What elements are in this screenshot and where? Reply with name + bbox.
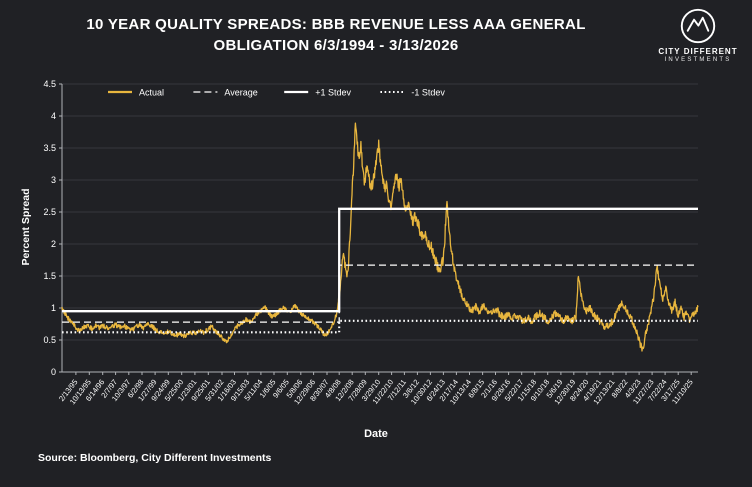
series--1-stdev bbox=[62, 207, 698, 313]
legend-label: +1 Stdev bbox=[315, 88, 351, 98]
brand-name: CITY DIFFERENT bbox=[658, 47, 738, 56]
chart-title-line2: OBLIGATION 6/3/1994 - 3/13/2026 bbox=[213, 37, 459, 54]
spread-chart: 0 0.5 1 1.5 2 2.5 3 3.5 4 4.5 2/13/9510/13/956/14/… bbox=[43, 79, 699, 406]
brand-subname: INVESTMENTS bbox=[664, 57, 732, 63]
series-actual bbox=[61, 122, 699, 352]
svg-text:0: 0 bbox=[51, 367, 56, 377]
svg-text:2: 2 bbox=[51, 239, 56, 249]
series--1-stdev bbox=[62, 319, 698, 334]
legend-label: Average bbox=[224, 88, 257, 98]
svg-text:0.5: 0.5 bbox=[43, 335, 56, 345]
source-note: Source: Bloomberg, City Different Invest… bbox=[38, 452, 272, 464]
gridlines bbox=[62, 83, 698, 341]
y-axis-labels: 0 0.5 1 1.5 2 2.5 3 3.5 4 4.5 bbox=[43, 79, 62, 377]
svg-text:3.5: 3.5 bbox=[43, 143, 56, 153]
legend-label: Actual bbox=[139, 88, 164, 98]
svg-text:4.5: 4.5 bbox=[43, 79, 56, 89]
chart-title: 10 YEAR QUALITY SPREADS: BBB REVENUE LES… bbox=[56, 14, 616, 56]
brand-logo: CITY DIFFERENT INVESTMENTS bbox=[650, 7, 746, 63]
svg-text:1.5: 1.5 bbox=[43, 271, 56, 281]
series-average bbox=[62, 264, 698, 323]
x-axis-title: Date bbox=[364, 428, 388, 440]
legend-label: -1 Stdev bbox=[411, 88, 445, 98]
legend: Actual Average +1 Stdev -1 Stdev bbox=[108, 88, 445, 98]
svg-text:4: 4 bbox=[51, 111, 56, 121]
svg-text:3: 3 bbox=[51, 175, 56, 185]
x-axis-labels: 2/13/9510/13/956/14/962/7/9710/3/976/2/9… bbox=[57, 372, 695, 406]
svg-text:2.5: 2.5 bbox=[43, 207, 56, 217]
svg-text:1: 1 bbox=[51, 303, 56, 313]
mountain-logo-icon bbox=[680, 8, 716, 44]
chart-title-line1: 10 YEAR QUALITY SPREADS: BBB REVENUE LES… bbox=[86, 16, 586, 33]
